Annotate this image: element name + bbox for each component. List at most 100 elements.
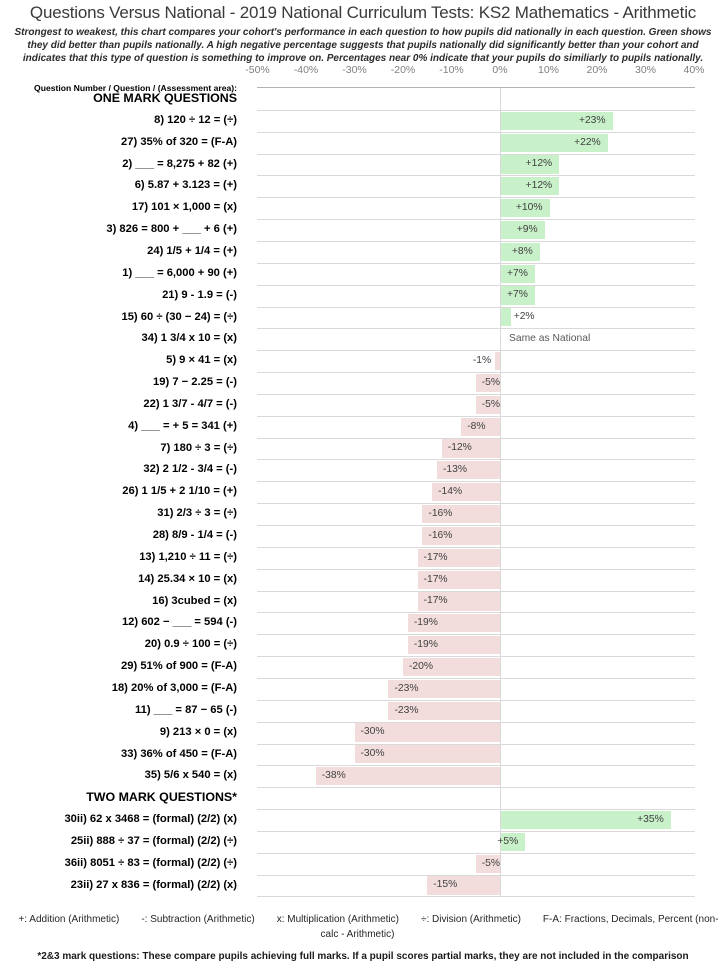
bar-negative: [315, 767, 500, 786]
question-label: 26) 1 1/5 + 2 1/10 = (+): [122, 485, 237, 498]
question-label: 16) 3cubed = (x): [152, 594, 237, 607]
row-separator: [257, 874, 695, 876]
bar-negative: [407, 636, 500, 655]
x-axis-tick: -30%: [342, 64, 367, 76]
bar-value-label: +9%: [516, 223, 538, 235]
bar-negative: [475, 395, 500, 414]
section-label: ONE MARK QUESTIONS: [93, 91, 237, 105]
bar-negative: [461, 417, 500, 436]
row-separator: [257, 481, 695, 483]
row-separator: [257, 328, 695, 330]
bar-negative: [407, 614, 500, 633]
bar-value-label: +2%: [513, 311, 535, 323]
row-separator: [257, 153, 695, 155]
question-label: 35) 5/6 x 540 = (x): [144, 769, 237, 782]
row-separator: [257, 809, 695, 811]
question-label: 14) 25.34 × 10 = (x): [138, 572, 237, 585]
bar-positive: [501, 832, 526, 851]
bar-negative: [354, 745, 500, 764]
bar-value-label: -16%: [428, 507, 453, 519]
x-axis-tick: 20%: [586, 64, 608, 76]
row-separator: [257, 546, 695, 548]
row-separator: [257, 393, 695, 395]
question-label: 20) 0.9 ÷ 100 = (÷): [144, 638, 237, 651]
row-separator: [257, 525, 695, 526]
bar-negative: [422, 504, 500, 524]
bar-negative: [432, 483, 500, 502]
bar-positive: [501, 133, 608, 152]
assessment-key-item: +: Addition (Arithmetic): [18, 914, 120, 925]
question-label: 22) 1 3/7 - 4/7 = (-): [143, 397, 237, 410]
row-separator: [257, 415, 695, 417]
question-label: 23ii) 27 x 836 = (formal) (2/2) (x): [70, 878, 237, 891]
row-separator: [257, 109, 695, 111]
bar-negative: [388, 679, 500, 698]
question-label: 34) 1 3/4 x 10 = (x): [141, 332, 237, 345]
bar-value-label: +5%: [497, 835, 519, 847]
question-label: 18) 20% of 3,000 = (F-A): [111, 681, 237, 694]
row-separator: [257, 306, 695, 308]
bar-value-label: -16%: [428, 529, 453, 541]
bar-value-label: -30%: [360, 748, 385, 760]
question-label: 1) ___ = 6,000 + 90 (+): [122, 266, 237, 279]
row-separator: [257, 131, 695, 133]
bar-value-label: +8%: [511, 245, 533, 257]
bar-positive: [501, 242, 540, 261]
question-label: 6) 5.87 + 3.123 = (+): [134, 179, 237, 192]
question-label: 27) 35% of 320 = (F-A): [121, 135, 237, 148]
x-axis-tick: 10%: [537, 64, 559, 76]
assessment-key-item: F-A: Fractions, Decimals, Percent (non-c…: [320, 914, 719, 940]
bar-value-label: -8%: [467, 420, 486, 432]
x-axis-tick: -20%: [390, 64, 416, 76]
assessment-key-item: x: Multiplication (Arithmetic): [276, 914, 399, 925]
assessment-key-item: ÷: Division (Arithmetic): [420, 914, 521, 925]
bar-value-label: -17%: [423, 595, 448, 607]
row-separator: [257, 262, 695, 264]
bar-value-label: +23%: [578, 114, 606, 126]
row-separator: [257, 503, 695, 505]
row-separator: [257, 743, 695, 745]
question-label: 30ii) 62 x 3468 = (formal) (2/2) (x): [64, 813, 237, 826]
x-axis-tick: 40%: [683, 64, 705, 76]
section-label: TWO MARK QUESTIONS*: [86, 790, 237, 805]
x-axis-tick: 0%: [492, 64, 508, 76]
bar-value-label: +10%: [515, 202, 543, 214]
question-label: 12) 602 − ___ = 594 (-): [121, 616, 237, 629]
question-label: 2) ___ = 8,275 + 82 (+): [122, 157, 237, 170]
question-label: 17) 101 × 1,000 = (x): [131, 201, 237, 214]
row-separator: [257, 699, 695, 701]
bar-positive: [501, 155, 560, 174]
partial-marks-footnote: *2&3 mark questions: These compare pupil…: [37, 951, 689, 962]
chart-title: Questions Versus National - 2019 Nationa…: [29, 3, 697, 22]
question-label: 15) 60 ÷ (30 − 24) = (÷): [121, 310, 237, 323]
x-axis-tick: -40%: [293, 64, 319, 76]
bar-value-label: -5%: [481, 857, 501, 869]
bar-negative: [495, 352, 500, 371]
row-separator: [257, 240, 695, 242]
zero-gridline: [500, 88, 501, 897]
row-separator: [257, 787, 695, 789]
plot-area: ONE MARK QUESTIONS 8) 120 ÷ 12 = (÷) +23% 2…: [0, 87, 726, 898]
question-label: 19) 7 − 2.25 = (-): [153, 376, 237, 389]
bar-value-label: +22%: [574, 136, 601, 148]
bar-negative: [422, 526, 500, 545]
category-axis-header: Question Number / Question / (Assessment…: [34, 83, 237, 93]
bar-positive: [501, 264, 535, 283]
bar-value-label: -23%: [394, 704, 419, 716]
row-separator: [257, 590, 695, 592]
row-separator: [257, 765, 695, 767]
bar-value-label: -5%: [481, 398, 501, 410]
bar-positive: [501, 810, 671, 830]
question-label: 8) 120 ÷ 12 = (÷): [154, 113, 237, 126]
question-label: 21) 9 - 1.9 = (-): [162, 288, 237, 301]
row-separator: [257, 219, 695, 221]
bar-positive: [501, 177, 560, 196]
bar-negative: [417, 570, 500, 589]
question-label: 36ii) 8051 ÷ 83 = (formal) (2/2) (÷): [64, 856, 237, 869]
bar-value-label: +12%: [525, 180, 553, 192]
row-separator: [257, 830, 695, 832]
bar-negative: [388, 701, 500, 720]
bar-negative: [354, 723, 500, 742]
bar-value-label: +35%: [637, 813, 664, 825]
